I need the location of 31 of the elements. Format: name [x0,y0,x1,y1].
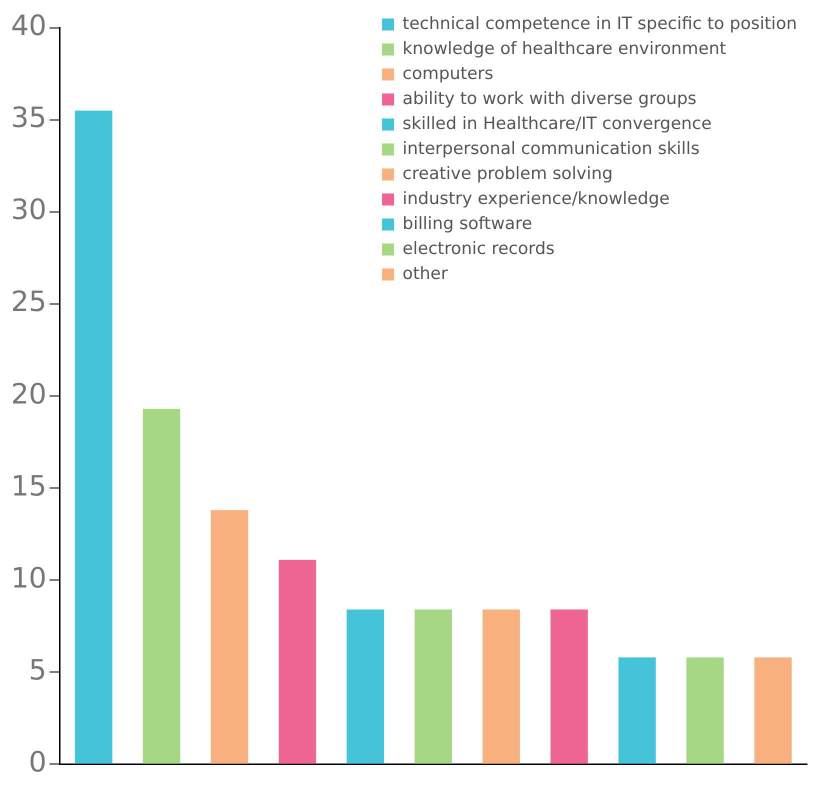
bar [550,610,588,764]
y-tick-label: 30 [10,193,47,226]
legend-label: electronic records [402,238,555,259]
y-tick-label: 20 [10,377,47,410]
bar [142,408,180,764]
y-tick-label: 15 [10,469,47,502]
legend-label: interpersonal communication skills [402,138,700,159]
y-tick-label: 35 [10,101,47,134]
y-tick-label: 25 [10,285,47,318]
bar [754,657,792,764]
legend-label: knowledge of healthcare environment [402,38,727,59]
y-tick-label: 10 [10,561,47,594]
legend-label: technical competence in IT specific to position [402,14,798,34]
legend-label: creative problem solving [402,164,613,184]
y-tick-label: 5 [28,653,47,686]
legend-label: other [402,264,448,284]
bar [482,610,520,764]
bar [346,610,384,764]
legend-label: industry experience/knowledge [402,188,670,209]
legend-label: computers [402,64,494,84]
legend-label: ability to work with diverse groups [402,88,697,109]
bar [74,110,112,764]
y-tick-label: 0 [28,745,47,778]
bar [210,510,248,764]
bar [686,657,724,764]
bar [278,560,316,764]
bar [414,610,452,764]
legend-label: skilled in Healthcare/IT convergence [402,114,712,134]
y-tick-label: 40 [10,9,47,42]
bar [618,657,656,764]
legend-label: billing software [402,214,532,234]
